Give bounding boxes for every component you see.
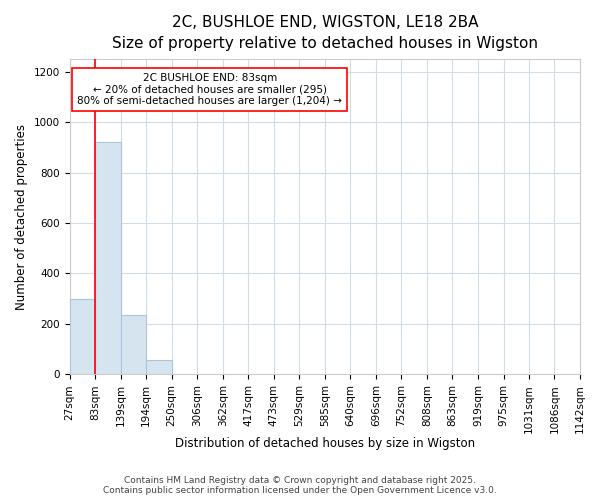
Title: 2C, BUSHLOE END, WIGSTON, LE18 2BA
Size of property relative to detached houses : 2C, BUSHLOE END, WIGSTON, LE18 2BA Size … (112, 15, 538, 51)
Bar (70, 298, 95, 374)
Bar (121, 315, 146, 374)
Text: Contains HM Land Registry data © Crown copyright and database right 2025.
Contai: Contains HM Land Registry data © Crown c… (103, 476, 497, 495)
Text: 2C BUSHLOE END: 83sqm
← 20% of detached houses are smaller (295)
80% of semi-det: 2C BUSHLOE END: 83sqm ← 20% of detached … (77, 73, 342, 106)
X-axis label: Distribution of detached houses by size in Wigston: Distribution of detached houses by size … (175, 437, 475, 450)
Bar (146, 360, 172, 374)
Bar (95, 142, 121, 374)
Y-axis label: Number of detached properties: Number of detached properties (15, 124, 28, 310)
